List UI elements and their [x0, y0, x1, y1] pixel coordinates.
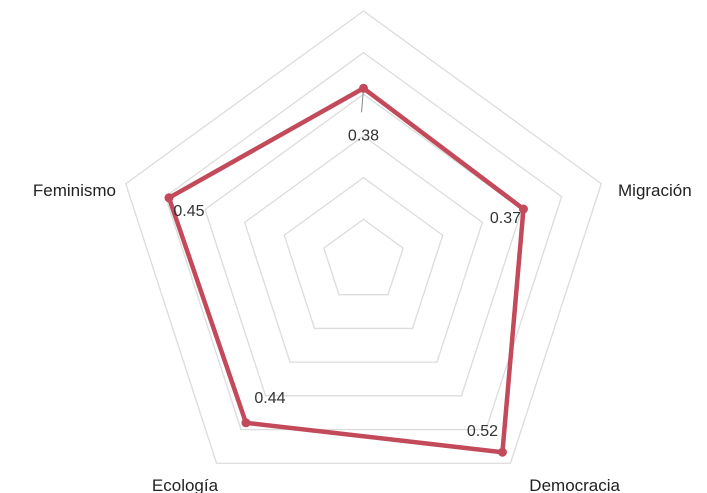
axis-label-1: Democracia — [529, 476, 620, 493]
data-label-2: 0.44 — [254, 390, 285, 407]
data-point-0 — [518, 204, 528, 214]
series-line — [166, 86, 526, 455]
radar-labels: 0.37 0.52 0.44 0.45 0.38 Migración Democracia E… — [33, 127, 692, 493]
radar-series — [164, 83, 528, 457]
grid-ring-3 — [243, 135, 484, 363]
data-label-4: 0.38 — [348, 127, 379, 144]
data-label-1: 0.52 — [467, 423, 498, 440]
grid-ring-6 — [124, 10, 603, 464]
axis-label-3: Feminismo — [33, 181, 116, 200]
grid-ring-1 — [323, 218, 404, 296]
data-point-2 — [241, 418, 251, 428]
data-point-3 — [164, 193, 174, 203]
axis-label-0: Migración — [618, 181, 692, 200]
grid-ring-2 — [283, 176, 444, 330]
data-point-4 — [359, 83, 368, 93]
grid-ring-5 — [164, 51, 563, 431]
data-point-1 — [497, 447, 507, 457]
grid-ring-4 — [204, 93, 523, 397]
data-label-0: 0.37 — [490, 210, 521, 227]
data-label-3: 0.45 — [173, 203, 204, 220]
radar-grid — [124, 10, 603, 464]
axis-label-2: Ecología — [152, 476, 219, 493]
